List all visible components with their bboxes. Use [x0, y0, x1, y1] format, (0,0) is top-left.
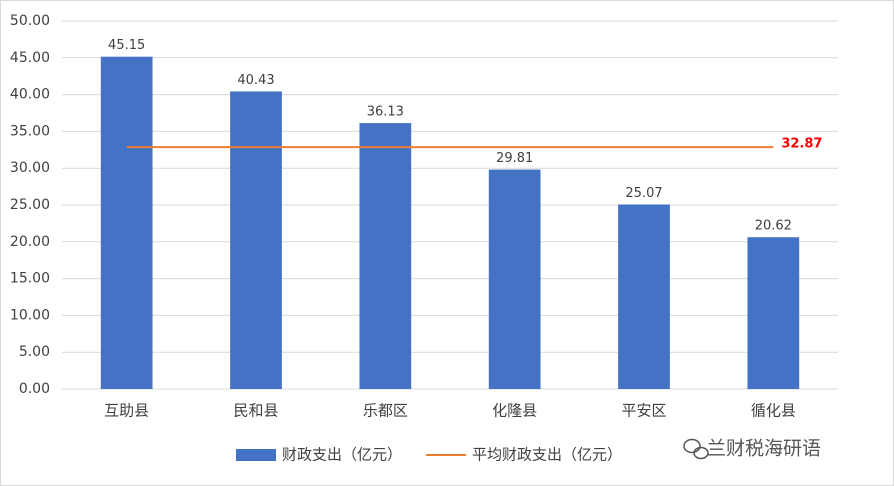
data-label: 32.87	[781, 137, 822, 152]
bar	[100, 56, 153, 390]
data-label: 29.81	[496, 151, 533, 166]
bar	[230, 91, 282, 389]
data-label: 20.62	[755, 219, 792, 234]
bar	[747, 237, 800, 389]
x-tick-label: 民和县	[233, 402, 278, 420]
legend-swatch	[236, 449, 276, 461]
x-tick-label: 平安区	[621, 402, 666, 420]
x-tick-label: 乐都区	[363, 402, 408, 420]
bar	[359, 123, 412, 390]
data-label: 40.43	[237, 73, 274, 88]
data-label: 36.13	[367, 105, 404, 120]
data-label: 25.07	[625, 186, 662, 201]
y-tick-label: 30.00	[10, 160, 50, 176]
y-tick-label: 40.00	[10, 87, 50, 103]
bar	[618, 204, 670, 389]
y-tick-label: 25.00	[10, 197, 50, 213]
y-tick-label: 0.00	[19, 381, 50, 397]
x-tick-label: 循化县	[751, 402, 796, 420]
y-tick-label: 50.00	[10, 13, 50, 29]
watermark: 兰财税海研语	[707, 438, 821, 460]
y-tick-label: 10.00	[10, 307, 50, 323]
wechat-icon	[683, 438, 709, 460]
legend-label: 平均财政支出（亿元）	[472, 446, 622, 464]
bar	[488, 169, 541, 389]
data-label: 45.15	[108, 38, 145, 53]
y-tick-label: 15.00	[10, 271, 50, 287]
y-tick-label: 5.00	[19, 344, 50, 360]
x-tick-label: 化隆县	[492, 402, 537, 420]
y-tick-label: 35.00	[10, 123, 50, 139]
y-tick-label: 45.00	[10, 50, 50, 66]
legend-label: 财政支出（亿元）	[282, 446, 402, 464]
x-tick-label: 互助县	[104, 402, 149, 420]
y-tick-label: 20.00	[10, 234, 50, 250]
